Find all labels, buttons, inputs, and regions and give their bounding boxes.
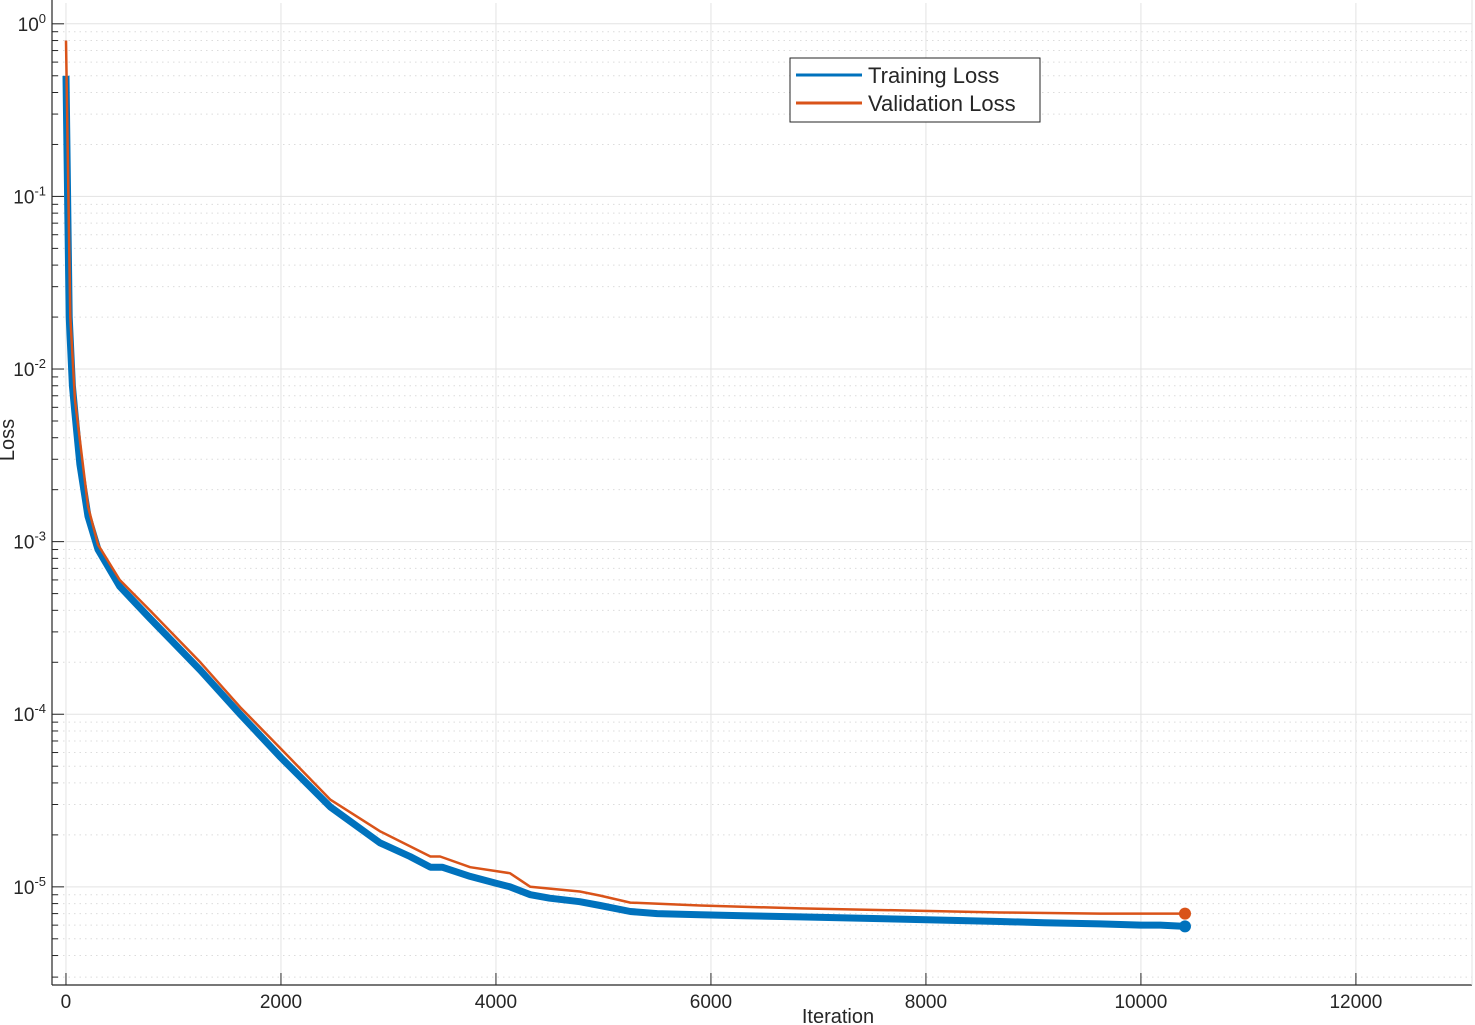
training-loss-final-marker: [1178, 920, 1191, 933]
series-layer: [62, 40, 1191, 933]
x-tick-label: 12000: [1329, 992, 1382, 1013]
legend-label-training: Training Loss: [868, 63, 999, 88]
y-tick-label: 10-3: [13, 529, 46, 554]
x-tick-label: 4000: [475, 992, 517, 1013]
y-axis-label: Loss: [0, 419, 19, 461]
x-axis-label: Iteration: [802, 1006, 874, 1025]
validation-loss-final-marker: [1178, 907, 1191, 920]
y-tick-label: 10-1: [13, 183, 46, 208]
validation-loss-line: [64, 40, 1185, 915]
y-tick-label: 100: [18, 11, 46, 36]
x-tick-label: 8000: [905, 992, 947, 1013]
grid: [52, 3, 1472, 985]
x-tick-label: 0: [61, 992, 72, 1013]
axes: 100 10-1 10-2 10-3 10-4 10-5 0 2000 4000 6000 8000…: [13, 0, 1473, 1013]
y-tick-label: 10-4: [13, 701, 46, 726]
y-tick-label: 10-5: [13, 874, 46, 899]
x-tick-label: 2000: [260, 992, 302, 1013]
legend-label-validation: Validation Loss: [868, 91, 1016, 116]
training-loss-line: [62, 75, 1186, 930]
x-tick-label: 6000: [690, 992, 732, 1013]
y-tick-label: 10-2: [13, 356, 46, 381]
legend-box: [789, 57, 1041, 123]
x-tick-label: 10000: [1114, 992, 1167, 1013]
legend[interactable]: Training Loss Validation Loss: [789, 57, 1041, 123]
